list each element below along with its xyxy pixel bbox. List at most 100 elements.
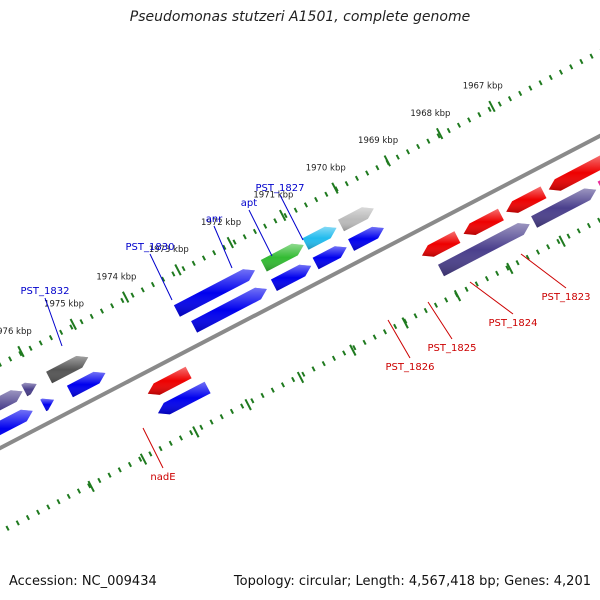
minor-tick [130, 292, 135, 298]
minor-tick [495, 270, 500, 277]
minor-tick [158, 445, 163, 452]
genome-summary: Topology: circular; Length: 4,567,418 bp… [233, 574, 591, 589]
gene-feature[interactable] [348, 226, 384, 251]
label-pst-1830: PST_1830 [126, 242, 175, 253]
minor-tick [331, 355, 336, 361]
callout-line [520, 253, 567, 289]
gene-features[interactable] [0, 95, 600, 448]
gene-feature[interactable] [531, 188, 597, 228]
minor-tick [446, 127, 451, 134]
gene-arrow-shading [147, 366, 192, 395]
gene-feature[interactable] [0, 390, 23, 428]
minor-tick [148, 451, 153, 457]
gene-arrow-shading [173, 269, 255, 317]
minor-tick [548, 74, 553, 81]
major-tick [244, 398, 252, 411]
minor-tick [342, 350, 347, 356]
minor-tick [8, 356, 13, 362]
scale-label: 1973 kbp [149, 245, 189, 255]
label-pst-1825: PST_1825 [428, 343, 477, 354]
minor-tick [89, 313, 94, 320]
minor-tick [311, 366, 316, 372]
minor-tick [344, 180, 349, 187]
gene-feature[interactable] [0, 409, 33, 448]
gene-feature[interactable] [422, 231, 461, 257]
minor-tick [28, 345, 33, 351]
gene-feature[interactable] [302, 226, 337, 250]
minor-tick [558, 69, 564, 75]
gene-feature[interactable] [338, 207, 374, 232]
minor-tick [219, 414, 224, 420]
minor-tick [87, 483, 92, 489]
gene-arrow-shading [40, 398, 54, 412]
gene-feature[interactable] [506, 186, 547, 213]
minor-tick [273, 218, 278, 224]
scale-labels: 1967 kbp 1968 kbp 1969 kbp 1970 kbp 1971 kbp… [0, 82, 503, 337]
gene-feature[interactable] [21, 382, 37, 397]
gene-arrow-shading [260, 243, 304, 272]
minor-tick [0, 362, 2, 367]
gene-arrow-shading [348, 226, 384, 251]
minor-tick [36, 509, 41, 515]
minor-tick [566, 233, 571, 239]
gene-feature[interactable] [173, 269, 255, 317]
gene-arrow-shading [270, 264, 312, 291]
callout-line [248, 209, 273, 257]
major-tick [331, 182, 339, 194]
gene-arrow-shading [548, 155, 600, 191]
minor-tick [18, 350, 23, 357]
minor-tick [150, 281, 155, 288]
major-tick [174, 264, 182, 276]
minor-tick [303, 202, 309, 208]
gene-feature[interactable] [66, 371, 106, 398]
gene-arrow-shading [66, 371, 106, 398]
minor-tick [362, 339, 367, 346]
minor-tick [117, 467, 122, 473]
callout-line [387, 319, 411, 359]
gene-arrow-shading [531, 188, 597, 228]
outer-tick-track [0, 49, 600, 367]
gene-arrow-shading [506, 186, 547, 213]
major-tick [278, 209, 287, 222]
gene-feature[interactable] [463, 208, 504, 235]
minor-tick [171, 271, 176, 277]
gene-feature[interactable] [158, 381, 211, 415]
gene-feature[interactable] [548, 155, 600, 191]
gene-feature[interactable] [260, 243, 304, 272]
major-tick [506, 262, 514, 275]
gene-feature[interactable] [40, 398, 54, 412]
minor-tick [456, 122, 462, 128]
major-tick [17, 345, 25, 358]
minor-tick [372, 334, 377, 340]
minor-tick [242, 234, 247, 240]
minor-tick [487, 106, 492, 113]
callout-line [44, 297, 63, 347]
gene-feature[interactable] [597, 166, 600, 193]
minor-tick [301, 371, 306, 377]
minor-tick [38, 340, 43, 346]
minor-tick [291, 376, 296, 383]
gene-arrow-shading [0, 409, 33, 436]
callout-line [279, 194, 304, 241]
callout-line [142, 427, 164, 469]
gene-feature[interactable] [438, 223, 530, 277]
gene-feature[interactable] [46, 356, 89, 384]
minor-tick [97, 477, 102, 484]
callout-line [469, 281, 514, 315]
gene-feature[interactable] [191, 287, 267, 333]
gene-feature[interactable] [312, 246, 347, 270]
gene-arrow-shading [158, 381, 211, 415]
minor-tick [321, 360, 326, 367]
minor-tick [107, 472, 112, 478]
gene-feature[interactable] [270, 264, 312, 291]
minor-tick [191, 260, 196, 266]
gene-arrow-shading [191, 287, 267, 333]
gene-feature[interactable] [147, 366, 192, 395]
label-nade: nadE [150, 472, 175, 483]
major-tick [383, 155, 391, 167]
gene-arrow-shading [0, 390, 23, 411]
minor-tick [120, 297, 125, 304]
major-tick [435, 127, 444, 140]
genome-axis [0, 133, 600, 451]
